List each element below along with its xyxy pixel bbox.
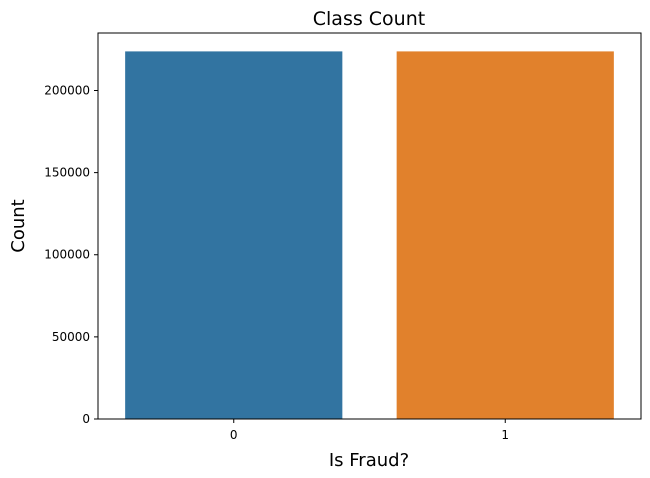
y-tick-label: 100000 bbox=[44, 248, 90, 262]
bar-0 bbox=[125, 51, 343, 419]
plot-frame bbox=[97, 32, 642, 420]
y-tick-label: 200000 bbox=[44, 83, 90, 97]
y-axis-label: Count bbox=[8, 199, 29, 252]
y-tick-label: 0 bbox=[82, 412, 90, 426]
y-tick-label: 150000 bbox=[44, 166, 90, 180]
x-tick-label: 0 bbox=[230, 428, 238, 442]
x-tick-label: 1 bbox=[501, 428, 509, 442]
y-tick-label: 50000 bbox=[52, 330, 90, 344]
bar-1 bbox=[396, 51, 614, 419]
y-axis-ticks: 0 50000 100000 150000 200000 bbox=[44, 83, 98, 426]
x-axis-label: Is Fraud? bbox=[329, 450, 409, 471]
chart-title: Class Count bbox=[313, 8, 425, 30]
bars-layer bbox=[125, 51, 614, 419]
